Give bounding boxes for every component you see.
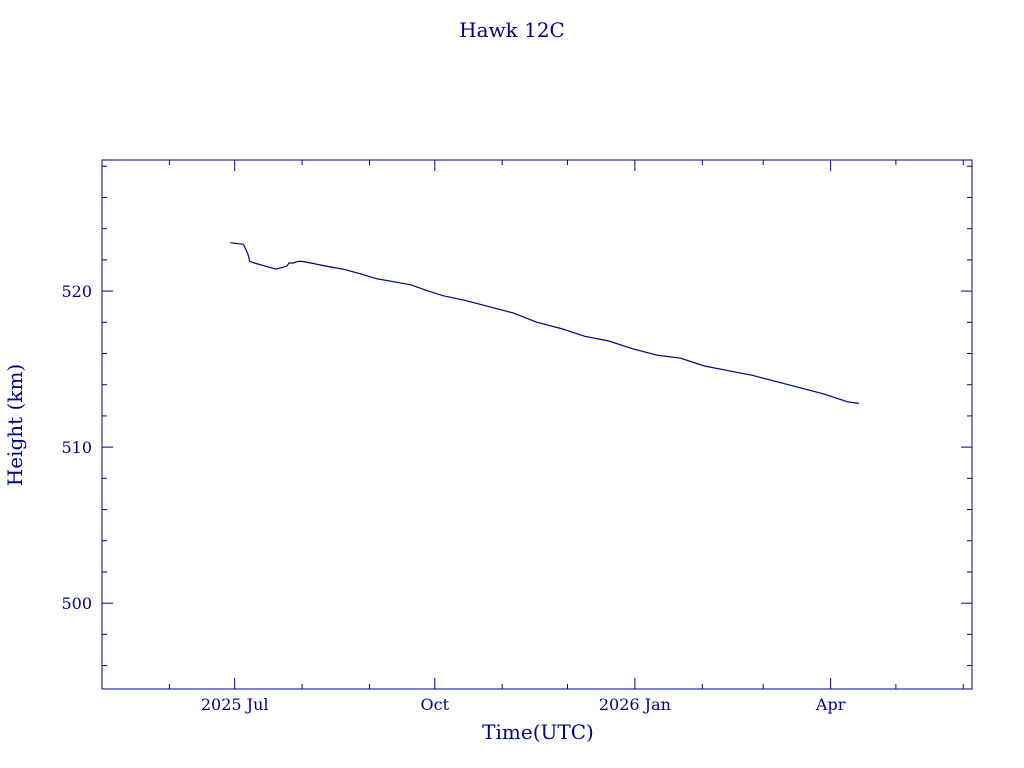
y-tick-label: 520	[61, 282, 92, 301]
y-ticks	[102, 165, 972, 667]
x-tick-labels: 2025 Jul Oct 2026 Jan Apr	[201, 695, 846, 714]
y-tick-label: 510	[61, 438, 92, 457]
height-series-line	[230, 242, 859, 404]
x-tick-label: Oct	[421, 695, 450, 714]
x-ticks	[101, 160, 964, 689]
x-tick-label: Apr	[815, 695, 846, 714]
plot-frame	[101, 159, 973, 690]
series-layer	[230, 242, 859, 404]
y-axis-label: Height (km)	[3, 364, 27, 486]
y-tick-labels: 500 510 520	[61, 282, 92, 613]
x-tick-label: 2026 Jan	[599, 695, 671, 714]
y-tick-label: 500	[61, 594, 92, 613]
chart-title: Hawk 12C	[459, 18, 565, 42]
x-tick-label: 2025 Jul	[201, 695, 269, 714]
x-axis-label: Time(UTC)	[482, 720, 594, 744]
